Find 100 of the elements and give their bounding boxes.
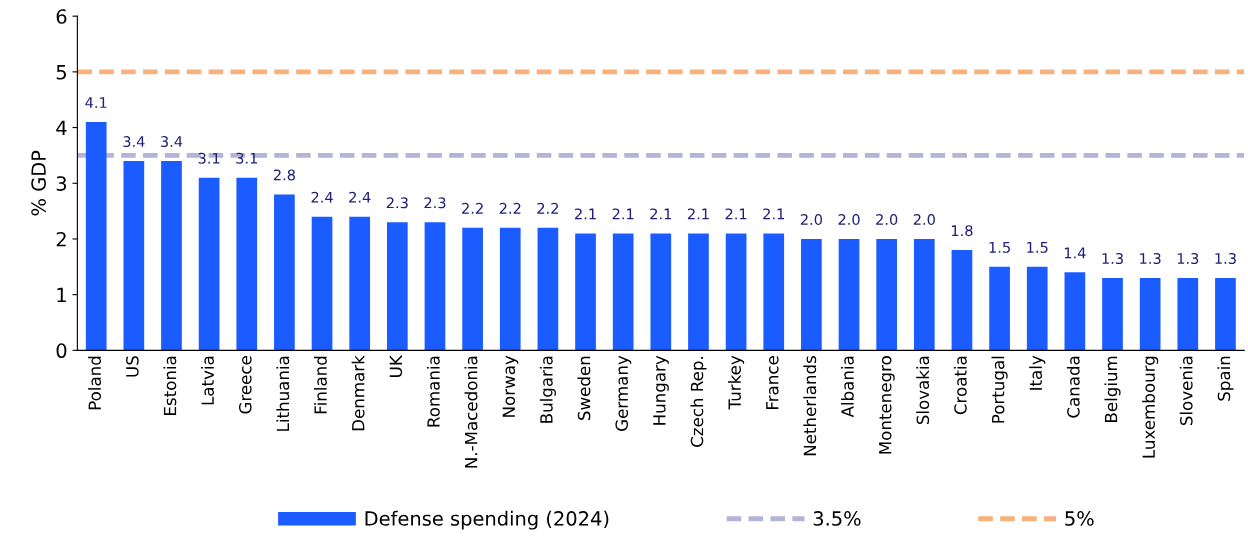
x-tick-label: Czech Rep. xyxy=(690,357,707,447)
x-tick-label: Greece xyxy=(238,356,252,414)
x-tick-label: Sweden xyxy=(577,356,591,420)
x-tick-label: Italy xyxy=(1029,355,1046,390)
x-tick-label: Spain xyxy=(1217,356,1234,401)
bar xyxy=(349,216,371,351)
text: 1.3 xyxy=(1177,252,1199,265)
text: 2.2 xyxy=(499,202,521,214)
bar xyxy=(801,238,822,351)
x-tick-label: France xyxy=(766,356,779,409)
text: 2.0 xyxy=(913,213,935,226)
text: 3.1 xyxy=(198,152,220,164)
text: 3.4 xyxy=(161,136,183,148)
text: 1.5 xyxy=(1027,242,1048,253)
bar xyxy=(989,266,1010,351)
bar xyxy=(462,227,483,351)
x-tick-label: Turkey xyxy=(728,355,745,410)
y-tick-label: 5 xyxy=(56,65,66,80)
text: 2.3 xyxy=(424,197,446,209)
y-tick-label: 0 xyxy=(56,343,67,359)
x-tick-label: Finland xyxy=(313,356,327,414)
x-tick-label: Canada xyxy=(1066,356,1080,418)
bar xyxy=(161,160,182,351)
x-tick-label: Albania xyxy=(840,356,854,418)
bar xyxy=(838,238,860,351)
bar xyxy=(650,233,672,351)
text: 1.3 xyxy=(1140,252,1161,265)
x-tick-label: Portugal xyxy=(991,356,1008,423)
text: 3.1 xyxy=(236,152,258,164)
text: 2.2 xyxy=(462,202,483,214)
x-tick-label: Bulgaria xyxy=(539,356,556,423)
y-tick-label: 3 xyxy=(56,176,67,191)
legend-label: 5% xyxy=(1065,511,1094,526)
bar xyxy=(1139,277,1161,351)
x-tick-label: Luxembourg xyxy=(1142,356,1159,458)
text: 1.3 xyxy=(1102,252,1123,265)
text: 1.3 xyxy=(1215,252,1236,265)
text: 2.1 xyxy=(687,208,709,220)
legend-label: Defense spending (2024) xyxy=(365,510,609,530)
bar xyxy=(951,250,973,351)
x-tick-label: Estonia xyxy=(163,356,177,415)
text: 1.4 xyxy=(1064,247,1086,259)
bar xyxy=(236,177,258,351)
x-tick-label: Slovakia xyxy=(916,356,930,425)
bar xyxy=(537,227,559,351)
x-tick-label: Lithuania xyxy=(276,356,290,431)
x-tick-label: Slovenia xyxy=(1179,356,1193,426)
bar xyxy=(198,177,220,351)
x-tick-label: UK xyxy=(389,354,403,377)
text: 2.0 xyxy=(800,213,823,226)
x-tick-label: US xyxy=(126,356,139,377)
x-tick-label: Montenegro xyxy=(879,356,895,454)
y-tick-label: 4 xyxy=(56,120,67,135)
y-tick-label: 6 xyxy=(56,9,67,24)
x-tick-label: Hungary xyxy=(653,355,669,425)
bar xyxy=(311,216,333,351)
x-tick-label: Romania xyxy=(426,356,440,427)
bar xyxy=(876,238,898,351)
bar xyxy=(424,222,446,351)
text: 2.8 xyxy=(273,169,295,181)
bar xyxy=(1102,277,1123,351)
y-axis-title: % GDP xyxy=(31,150,46,216)
bar xyxy=(499,227,521,351)
text: 2.3 xyxy=(386,197,408,209)
text: 2.0 xyxy=(838,213,860,226)
text: 3.4 xyxy=(123,136,145,148)
x-tick-label: Latvia xyxy=(201,356,214,405)
text: 2.0 xyxy=(876,213,898,226)
x-tick-label: Norway xyxy=(502,355,519,417)
x-tick-label: Poland xyxy=(88,356,102,410)
bar xyxy=(1064,272,1086,351)
text: 2.1 xyxy=(763,208,784,220)
x-tick-label: Croatia xyxy=(953,356,967,415)
text: 1.5 xyxy=(989,242,1010,253)
text: 1.8 xyxy=(951,225,973,237)
bar xyxy=(575,233,596,351)
y-tick-label: 1 xyxy=(57,287,66,303)
x-tick-label: Denmark xyxy=(351,355,365,431)
x-tick-label: Netherlands xyxy=(803,356,817,456)
legend-label: 3.5% xyxy=(813,511,861,526)
text: 2.1 xyxy=(612,208,634,220)
bar xyxy=(85,121,107,351)
text: 2.4 xyxy=(311,191,333,203)
text: 2.2 xyxy=(537,202,559,214)
bar xyxy=(688,233,709,351)
text: 2.4 xyxy=(349,191,371,203)
text: 4.1 xyxy=(85,97,107,108)
bar xyxy=(274,194,295,351)
bar xyxy=(1177,277,1199,351)
bar xyxy=(386,222,408,351)
text: 2.1 xyxy=(575,208,596,220)
bar xyxy=(1215,277,1236,351)
bar xyxy=(1026,266,1048,351)
bar xyxy=(725,233,747,351)
bar xyxy=(612,233,634,351)
bar xyxy=(913,238,935,351)
x-tick-label: N.-Macedonia xyxy=(464,356,478,468)
x-tick-label: Belgium xyxy=(1104,356,1121,422)
bar xyxy=(123,160,145,351)
x-tick-label: Germany xyxy=(615,355,632,431)
